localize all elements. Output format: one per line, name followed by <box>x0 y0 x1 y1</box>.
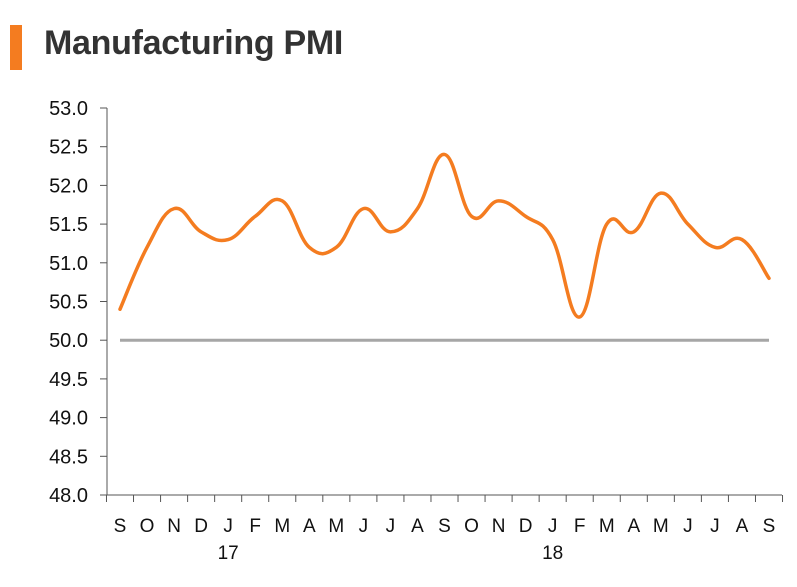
x-tick-label: N <box>492 516 506 537</box>
series-line-pmi <box>118 152 771 319</box>
data-point <box>605 223 608 226</box>
x-tick-label: A <box>303 516 316 537</box>
chart-title: Manufacturing PMI <box>44 24 344 62</box>
data-point <box>740 238 743 241</box>
data-point <box>551 238 554 241</box>
x-tick-label: J <box>710 516 720 537</box>
x-tick-label: A <box>736 516 749 537</box>
data-point <box>146 246 149 249</box>
y-tick-label: 49.0 <box>49 408 88 430</box>
x-tick-label: O <box>140 516 155 537</box>
y-tick-label: 52.0 <box>49 175 88 197</box>
x-tick-label: A <box>627 516 640 537</box>
data-point <box>686 223 689 226</box>
data-point <box>254 215 257 218</box>
y-tick-label: 53.0 <box>49 98 88 120</box>
x-tick-label: M <box>328 516 344 537</box>
data-point <box>335 246 338 249</box>
y-tick-label: 50.5 <box>49 292 88 314</box>
y-tick-label: 50.0 <box>49 330 88 352</box>
x-tick-label: A <box>411 516 424 537</box>
data-point <box>578 315 581 318</box>
data-point <box>281 199 284 202</box>
x-tick-label: F <box>574 516 586 537</box>
title-accent-bar <box>10 25 22 70</box>
data-point <box>200 230 203 233</box>
x-tick-label: O <box>464 516 479 537</box>
x-tick-label: J <box>683 516 693 537</box>
data-point <box>768 277 771 280</box>
y-tick-label: 49.5 <box>49 369 88 391</box>
x-tick-label: D <box>194 516 208 537</box>
y-tick-label: 48.5 <box>49 446 88 468</box>
x-tick-label: S <box>438 516 451 537</box>
y-tick-label: 48.0 <box>49 485 88 507</box>
x-tick-label: S <box>763 516 776 537</box>
data-point <box>227 238 230 241</box>
x-tick-label: M <box>653 516 669 537</box>
data-point <box>416 207 419 210</box>
x-tick-label: J <box>386 516 396 537</box>
x-tick-label: N <box>167 516 181 537</box>
x-tick-label: M <box>599 516 615 537</box>
data-point <box>308 246 311 249</box>
data-point <box>632 230 635 233</box>
data-point <box>389 230 392 233</box>
x-tick-label: M <box>274 516 290 537</box>
data-point <box>713 246 716 249</box>
data-point <box>524 215 527 218</box>
data-point <box>497 199 500 202</box>
data-point <box>659 192 662 195</box>
data-point <box>119 308 122 311</box>
x-tick-label: D <box>519 516 533 537</box>
data-point <box>362 207 365 210</box>
data-point <box>443 153 446 156</box>
y-tick-label: 51.5 <box>49 214 88 236</box>
x-year-label: 17 <box>218 543 239 564</box>
data-point <box>470 215 473 218</box>
x-tick-label: J <box>548 516 558 537</box>
x-year-label: 18 <box>542 543 563 564</box>
y-tick-label: 51.0 <box>49 253 88 275</box>
x-tick-label: J <box>223 516 233 537</box>
y-tick-label: 52.5 <box>49 137 88 159</box>
data-point <box>173 207 176 210</box>
x-tick-label: J <box>359 516 369 537</box>
x-tick-label: S <box>114 516 127 537</box>
x-tick-label: F <box>249 516 261 537</box>
